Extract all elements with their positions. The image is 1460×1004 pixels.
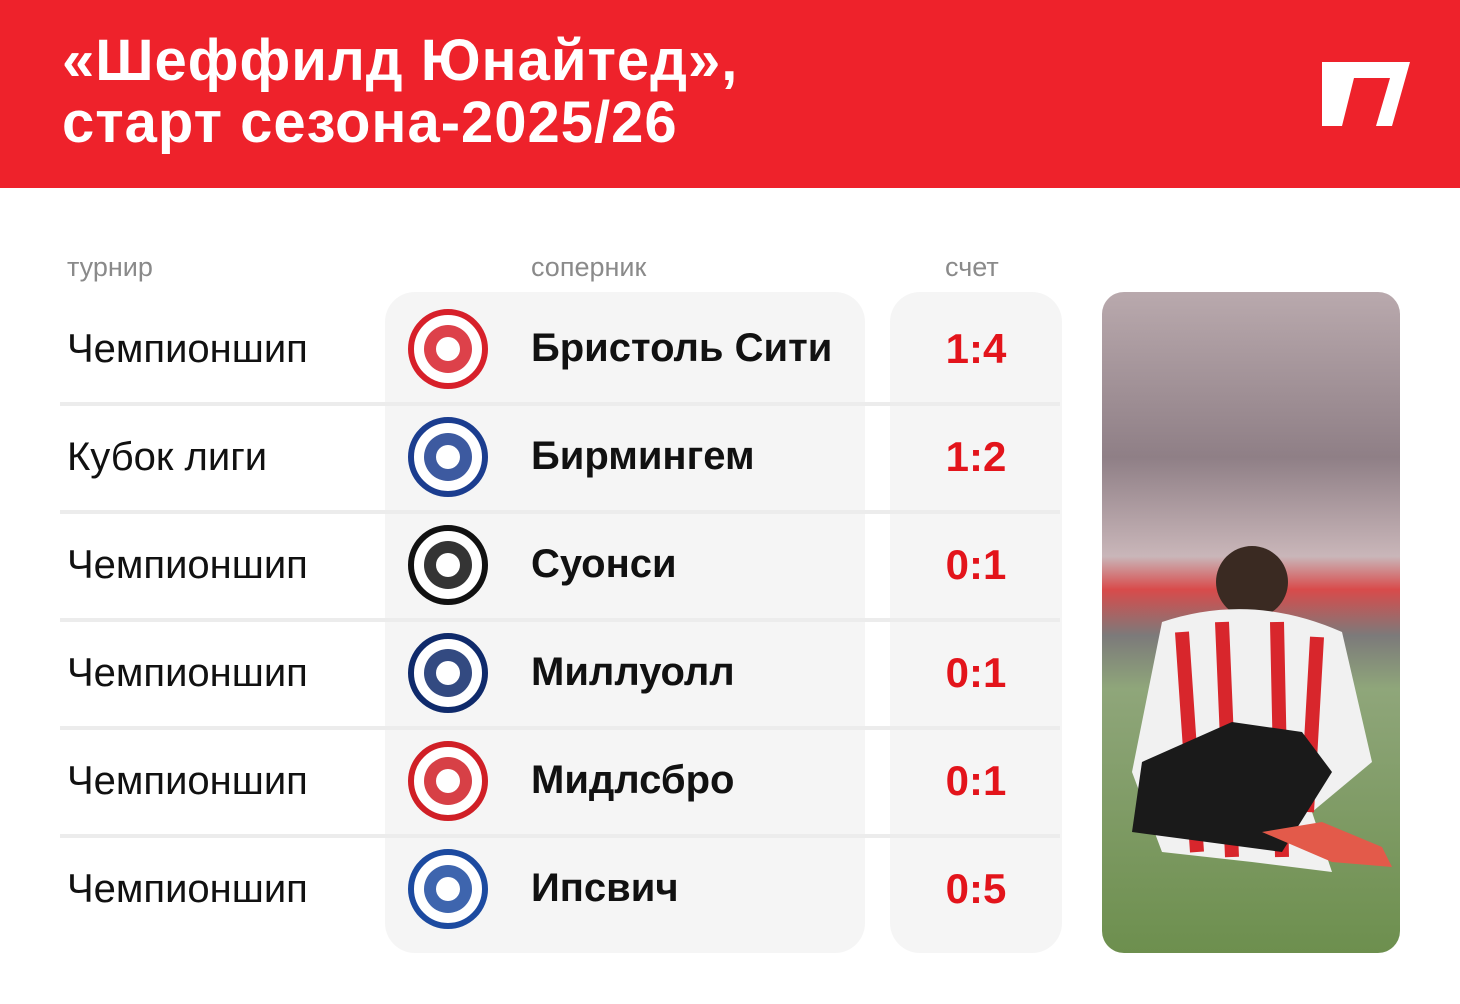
player-silhouette-icon	[1132, 546, 1392, 872]
opponent-name: Бирмингем	[531, 434, 755, 478]
tournament-name: Чемпионшип	[67, 651, 308, 695]
match-score: 0:1	[945, 757, 1007, 804]
middlesbrough-crest-icon	[408, 741, 488, 821]
match-score: 0:1	[945, 649, 1007, 696]
row-divider	[60, 510, 1060, 514]
row-divider	[60, 618, 1060, 622]
match-score: 1:4	[945, 325, 1007, 372]
tournament-name: Чемпионшип	[67, 327, 308, 371]
opponent-name: Миллуолл	[531, 650, 735, 694]
opponent-name: Мидлсбро	[531, 758, 735, 802]
tournament-name: Чемпионшип	[67, 867, 308, 911]
table-row: Чемпионшип Бристоль Сити 1:4	[0, 295, 1460, 403]
match-score: 0:1	[945, 541, 1007, 588]
row-divider	[60, 834, 1060, 838]
birmingham-city-crest-icon	[408, 417, 488, 497]
match-score: 1:2	[945, 433, 1007, 480]
table-row: Чемпионшип Миллуолл 0:1	[0, 619, 1460, 727]
column-header-score: счет	[945, 252, 999, 282]
page-title: «Шеффилд Юнайтед», старт сезона-2025/26	[62, 30, 738, 154]
header-banner: «Шеффилд Юнайтед», старт сезона-2025/26	[0, 0, 1460, 188]
column-header-opponent: соперник	[531, 252, 647, 282]
table-row: Кубок лиги Бирмингем 1:2	[0, 403, 1460, 511]
tournament-name: Чемпионшип	[67, 759, 308, 803]
title-line-1: «Шеффилд Юнайтед»,	[62, 28, 739, 93]
tournament-name: Чемпионшип	[67, 543, 308, 587]
title-line-2: старт сезона-2025/26	[62, 90, 678, 155]
player-photo	[1102, 292, 1400, 953]
swansea-city-crest-icon	[408, 525, 488, 605]
brand-logo-icon	[1322, 62, 1410, 126]
row-divider	[60, 402, 1060, 406]
tournament-name: Кубок лиги	[67, 435, 268, 479]
table-row: Чемпионшип Суонси 0:1	[0, 511, 1460, 619]
opponent-name: Суонси	[531, 542, 677, 586]
opponent-name: Бристоль Сити	[531, 326, 833, 370]
bristol-city-crest-icon	[408, 309, 488, 389]
match-score: 0:5	[945, 865, 1007, 912]
ipswich-town-crest-icon	[408, 849, 488, 929]
millwall-crest-icon	[408, 633, 488, 713]
table-row: Чемпионшип Ипсвич 0:5	[0, 835, 1460, 943]
row-divider	[60, 726, 1060, 730]
column-header-tournament: турнир	[67, 252, 153, 282]
table-row: Чемпионшип Мидлсбро 0:1	[0, 727, 1460, 835]
opponent-name: Ипсвич	[531, 866, 679, 910]
